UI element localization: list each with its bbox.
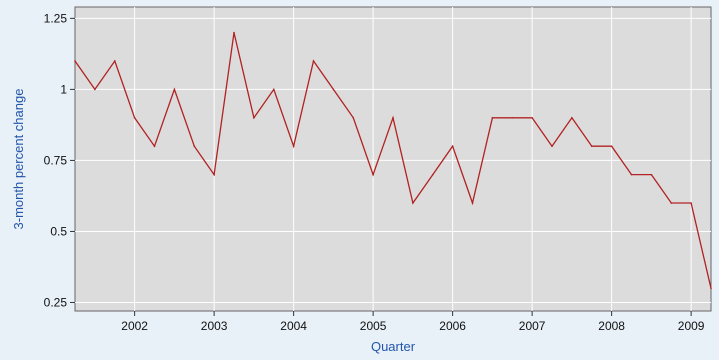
data-point xyxy=(233,31,235,34)
data-point xyxy=(253,117,255,119)
data-point xyxy=(590,145,593,148)
data-point xyxy=(610,145,613,148)
data-point xyxy=(511,117,514,119)
axes: 2002 2003 2004 2005 2006 2007 2008 2009 0.25 0.5 0… xyxy=(44,11,705,333)
x-tick-label: 2005 xyxy=(360,319,387,333)
data-point xyxy=(710,287,712,290)
data-point xyxy=(531,117,533,119)
x-tick-label: 2004 xyxy=(280,319,307,333)
data-point xyxy=(551,145,553,148)
data-point xyxy=(153,145,156,148)
data-point xyxy=(352,117,355,119)
data-point xyxy=(392,117,394,119)
data-point xyxy=(690,202,692,204)
data-point xyxy=(670,202,673,204)
data-point xyxy=(113,60,116,62)
x-tick-label: 2003 xyxy=(201,319,228,333)
data-point xyxy=(133,117,136,119)
x-tick-label: 2002 xyxy=(121,319,148,333)
data-point xyxy=(213,173,215,176)
data-point xyxy=(193,145,196,148)
data-point xyxy=(173,88,176,91)
y-tick-label: 1.25 xyxy=(44,11,68,25)
y-tick-label: 0.25 xyxy=(44,295,68,309)
data-point xyxy=(650,173,653,176)
data-point xyxy=(412,202,414,204)
data-point xyxy=(451,145,454,148)
y-tick-label: 0.75 xyxy=(44,153,68,167)
data-point xyxy=(292,145,295,148)
x-axis-title: Quarter xyxy=(371,339,416,354)
plot-area xyxy=(74,6,712,312)
gridlines xyxy=(75,7,711,311)
data-point xyxy=(491,117,494,119)
data-point xyxy=(571,117,573,119)
y-tick-label: 1 xyxy=(60,82,67,96)
data-point xyxy=(74,60,76,62)
x-tick-label: 2008 xyxy=(598,319,625,333)
data-point xyxy=(630,173,633,176)
x-tick-label: 2006 xyxy=(439,319,466,333)
y-axis-title: 3-month percent change xyxy=(11,89,26,230)
data-point xyxy=(471,202,474,204)
series-layer xyxy=(74,31,712,290)
data-point xyxy=(94,88,96,91)
data-point xyxy=(431,173,434,176)
data-point xyxy=(372,173,374,176)
data-point xyxy=(272,88,275,91)
data-point xyxy=(332,88,335,91)
data-point xyxy=(312,60,315,62)
x-tick-label: 2009 xyxy=(678,319,705,333)
x-tick-label: 2007 xyxy=(519,319,546,333)
y-tick-label: 0.5 xyxy=(50,224,67,238)
